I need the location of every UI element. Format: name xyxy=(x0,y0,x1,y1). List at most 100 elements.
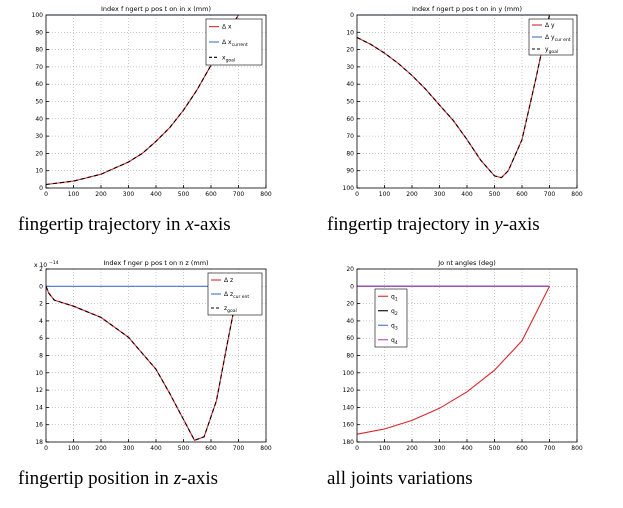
x-tick-label: 100 xyxy=(379,191,391,198)
legend-label: Δ x xyxy=(222,24,232,31)
x-tick-label: 400 xyxy=(461,191,473,198)
chart-title: Jo nt angles (deg) xyxy=(437,259,496,267)
y-tick-label: 40 xyxy=(346,318,354,325)
y-tick-label: 50 xyxy=(346,99,354,106)
legend-label: Δ zcur ent xyxy=(224,291,249,300)
x-tick-label: 700 xyxy=(233,191,245,198)
legend-box xyxy=(374,288,408,348)
y-tick-label: 20 xyxy=(346,301,354,308)
x-tick-label: 600 xyxy=(516,191,528,198)
y-tick-label: 14 xyxy=(35,404,43,411)
y-tick-label: 20 xyxy=(346,47,354,54)
chart-y-trajectory: Index f ngert p pos t on in y (mm)0 100 20… xyxy=(343,5,583,198)
y-tick-label: 100 xyxy=(32,12,44,19)
y-tick-label: 0 xyxy=(39,283,43,290)
x-tick-label: 200 xyxy=(406,191,418,198)
y-tick-label: 10 xyxy=(35,168,43,175)
y-tick-label: 0 xyxy=(39,185,43,192)
x-tick-label: 500 xyxy=(178,445,190,452)
chart-title: Index f ngert p pos t on in x (mm) xyxy=(101,5,211,13)
y-tick-label: 40 xyxy=(35,116,43,123)
y-tick-label: 2 xyxy=(39,266,43,273)
caption-y-suffix: -axis xyxy=(502,214,540,235)
caption-y: fingertip trajectory in y-axis xyxy=(327,214,540,236)
chart-joint-angles: Jo nt angles (deg)0 100 200 300 400 500 600 700… xyxy=(343,259,583,452)
y-tick-label: 160 xyxy=(343,422,355,429)
legend-label: zgoal xyxy=(224,305,237,314)
x-tick-label: 100 xyxy=(68,191,80,198)
plot-frame xyxy=(356,268,578,443)
x-tick-label: 500 xyxy=(178,191,190,198)
y-tick-label: 4 xyxy=(39,318,43,325)
y-tick-label: 60 xyxy=(346,116,354,123)
chart-panel-joints: Jo nt angles (deg) 0 100 200 300 400 500 600 700… xyxy=(311,254,622,508)
x-tick-label: 0 xyxy=(44,445,48,452)
y-tick-label: 120 xyxy=(343,387,355,394)
caption-z: fingertip position in z-axis xyxy=(18,468,218,490)
x-tick-label: 800 xyxy=(571,191,583,198)
legend-label: ygoal xyxy=(545,46,558,55)
caption-y-prefix: fingertip trajectory in xyxy=(327,214,495,235)
legend-label: q3 xyxy=(391,322,398,331)
y-tick-label: 20 xyxy=(346,266,354,273)
legend-label: Δ y xyxy=(545,22,555,29)
y-tick-label: 70 xyxy=(346,133,354,140)
caption-z-suffix: -axis xyxy=(181,468,219,489)
y-tick-label: 50 xyxy=(35,99,43,106)
y-tick-label: 18 xyxy=(35,439,43,446)
chart-panel-z: Index f nger p pos t on n z (mm) 0 100 200 3… xyxy=(0,254,311,508)
caption-x: fingertip trajectory in x-axis xyxy=(18,214,231,236)
y-tick-label: 6 xyxy=(39,335,43,342)
x-tick-label: 700 xyxy=(544,445,556,452)
x-tick-label: 100 xyxy=(379,445,391,452)
y-tick-label: 100 xyxy=(343,370,355,377)
plot-frame xyxy=(45,14,267,189)
y-tick-label: 80 xyxy=(35,47,43,54)
legend-label: Δ xcurrent xyxy=(222,39,248,48)
x-tick-label: 600 xyxy=(205,445,217,452)
legend-label: xgoal xyxy=(222,54,235,63)
y-tick-label: 0 xyxy=(350,283,354,290)
series-line-2 xyxy=(45,286,240,441)
caption-x-prefix: fingertip trajectory in xyxy=(18,214,186,235)
x-tick-label: 800 xyxy=(571,445,583,452)
y-tick-label: 90 xyxy=(346,168,354,175)
x-tick-label: 100 xyxy=(68,445,80,452)
legend-label: q1 xyxy=(391,293,398,302)
chart-panel-y: Index f ngert p pos t on in y (mm) 0 100 20… xyxy=(311,0,622,254)
y-tick-label: 10 xyxy=(346,29,354,36)
caption-joints-text: all joints variations xyxy=(327,468,473,489)
y-tick-label: 8 xyxy=(39,353,43,360)
y-tick-label: 2 xyxy=(39,301,43,308)
x-tick-label: 400 xyxy=(150,445,162,452)
y-exponent-label: x 10 −14 xyxy=(34,260,59,269)
x-tick-label: 600 xyxy=(516,445,528,452)
x-tick-label: 300 xyxy=(434,191,446,198)
caption-z-var: z xyxy=(173,468,182,489)
legend-label: Δ z xyxy=(224,277,233,284)
y-tick-label: 30 xyxy=(346,64,354,71)
x-tick-label: 500 xyxy=(489,445,501,452)
x-tick-label: 300 xyxy=(123,445,135,452)
chart-x-trajectory: Index f ngert p pos t on in x (mm)0 100 20… xyxy=(32,5,272,198)
x-tick-label: 200 xyxy=(95,445,107,452)
x-tick-label: 0 xyxy=(355,191,359,198)
y-tick-label: 180 xyxy=(343,439,355,446)
y-tick-label: 20 xyxy=(35,150,43,157)
y-tick-label: 60 xyxy=(346,335,354,342)
x-tick-label: 0 xyxy=(44,191,48,198)
x-tick-label: 400 xyxy=(150,191,162,198)
y-tick-label: 80 xyxy=(346,150,354,157)
y-tick-label: 40 xyxy=(346,81,354,88)
x-tick-label: 800 xyxy=(260,191,272,198)
caption-z-prefix: fingertip position in xyxy=(18,468,174,489)
x-tick-label: 300 xyxy=(434,445,446,452)
series-line-0 xyxy=(356,286,550,435)
x-tick-label: 700 xyxy=(544,191,556,198)
y-tick-label: 60 xyxy=(35,81,43,88)
x-tick-label: 300 xyxy=(123,191,135,198)
legend-label: q4 xyxy=(391,337,398,346)
y-tick-label: 10 xyxy=(35,370,43,377)
caption-joints: all joints variations xyxy=(327,468,473,490)
caption-y-var: y xyxy=(494,214,503,235)
